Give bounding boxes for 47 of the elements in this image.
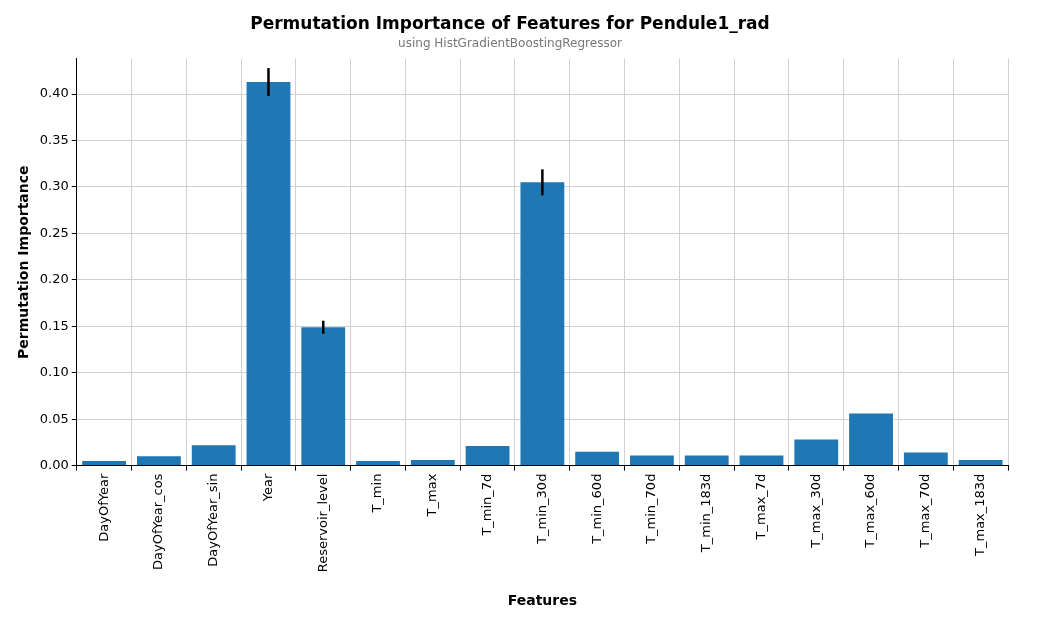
x-tick-label: T_max_60d <box>862 473 878 549</box>
x-tick-label: T_max <box>424 473 440 518</box>
bar <box>958 460 1003 466</box>
bar <box>191 445 236 466</box>
bar <box>794 439 839 466</box>
bar <box>82 460 127 466</box>
x-tick-label: Reservoir_level <box>314 473 330 573</box>
bar <box>684 455 729 466</box>
x-tick-label: T_min_183d <box>698 473 714 554</box>
x-tick-label: T_min_60d <box>588 473 604 545</box>
x-tick-label: T_max_30d <box>807 473 823 549</box>
x-tick-label: DayOfYear_sin <box>205 473 221 567</box>
y-tick-label: 0.25 <box>39 224 69 240</box>
chart-subtitle: using HistGradientBoostingRegressor <box>398 35 622 50</box>
y-tick-label: 0.05 <box>39 410 69 426</box>
x-tick-label: T_max_7d <box>752 473 768 541</box>
bar <box>575 451 620 466</box>
x-tick-label: Year <box>259 472 275 503</box>
chart-title: Permutation Importance of Features for Pendule1_rad <box>250 12 770 33</box>
y-tick-label: 0.20 <box>39 271 69 287</box>
bar <box>410 460 455 466</box>
bar <box>356 460 400 466</box>
y-tick-label: 0.40 <box>39 85 69 101</box>
bar <box>137 456 181 466</box>
y-tick-label: 0.15 <box>39 317 69 333</box>
x-axis-title: Features <box>507 592 578 609</box>
bar <box>903 452 948 466</box>
x-tick-label: T_min_70d <box>643 473 659 545</box>
bar <box>849 413 893 466</box>
bar <box>246 82 291 466</box>
x-tick-label: DayOfYear_cos <box>150 473 166 571</box>
x-tick-label: T_max_183d <box>971 473 987 557</box>
y-tick-label: 0.30 <box>39 178 69 194</box>
y-tick-label: 0.00 <box>39 457 69 472</box>
x-tick-label: T_min_30d <box>533 473 549 545</box>
bar <box>739 455 784 466</box>
x-tick-label: T_min_7d <box>478 473 494 537</box>
bar <box>301 327 346 466</box>
bar <box>520 182 565 466</box>
bar <box>465 446 510 466</box>
bar <box>630 455 674 466</box>
y-tick-label: 0.35 <box>39 131 69 147</box>
x-tick-label: DayOfYear <box>95 472 111 542</box>
y-tick-label: 0.10 <box>39 364 69 380</box>
y-axis-title: Permutation Importance <box>15 165 32 359</box>
x-tick-label: T_max_70d <box>917 473 933 549</box>
x-tick-label: T_min <box>369 473 385 514</box>
